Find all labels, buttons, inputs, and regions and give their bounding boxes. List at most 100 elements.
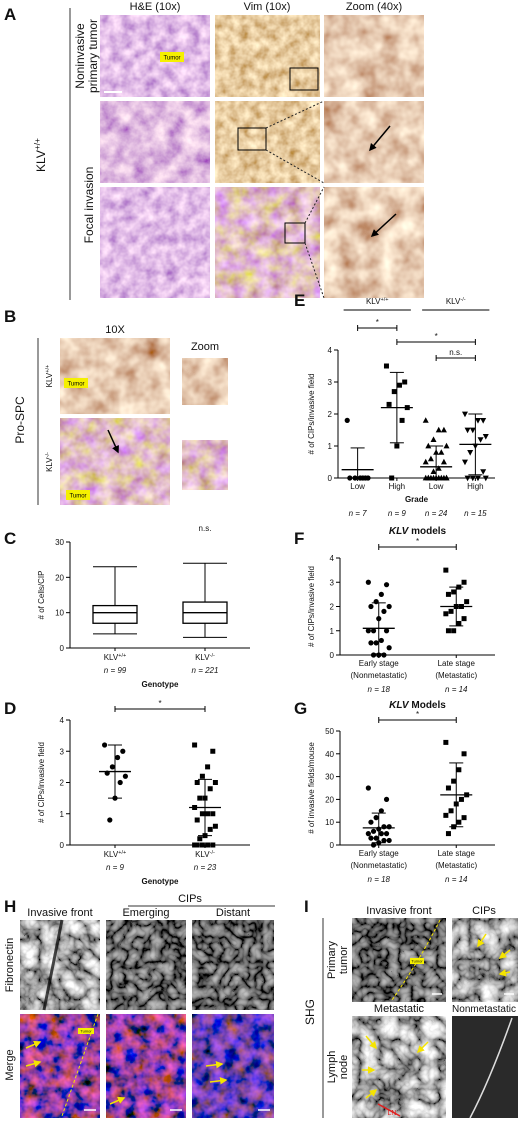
point bbox=[205, 764, 211, 770]
point bbox=[207, 786, 213, 792]
point bbox=[365, 579, 371, 585]
x-tick-label: KLV+/+ bbox=[104, 653, 127, 662]
y-tick-label: 30 bbox=[325, 773, 334, 782]
x-tick-label: KLV-/- bbox=[195, 850, 215, 859]
point bbox=[448, 608, 454, 614]
point bbox=[365, 475, 371, 481]
column-header: Zoom bbox=[191, 341, 219, 353]
significance: n.s. bbox=[199, 524, 212, 533]
panel-label: E bbox=[294, 291, 305, 310]
point bbox=[207, 826, 213, 832]
row-label: primary tumor bbox=[86, 19, 100, 93]
point bbox=[389, 475, 395, 481]
panel-label: G bbox=[294, 699, 307, 718]
point bbox=[402, 379, 408, 385]
side-label: SHG bbox=[303, 999, 317, 1025]
point bbox=[368, 603, 374, 610]
point bbox=[438, 449, 445, 455]
x-tick-label: KLV+/+ bbox=[104, 850, 127, 859]
side-label: Pro-SPC bbox=[13, 396, 27, 444]
micrograph bbox=[182, 440, 228, 490]
panel-label: D bbox=[4, 699, 16, 718]
point bbox=[365, 628, 371, 634]
zoom-line bbox=[265, 149, 325, 184]
y-axis-label: # of CIPs/invasive field bbox=[307, 374, 316, 455]
column-header: Zoom (40x) bbox=[346, 1, 402, 13]
arrow bbox=[416, 1041, 429, 1054]
panel-label: A bbox=[4, 5, 16, 24]
point bbox=[461, 411, 468, 418]
text-part: Models bbox=[409, 700, 447, 711]
panel-a: A H&E (10x) Vim (10x) Zoom (40x) KLV+/+ … bbox=[4, 1, 424, 300]
point bbox=[205, 842, 211, 848]
y-tick-label: 2 bbox=[60, 779, 65, 788]
y-tick-label: 2 bbox=[330, 603, 335, 612]
point bbox=[461, 579, 467, 585]
significance: * bbox=[435, 332, 438, 341]
point bbox=[461, 616, 467, 622]
point bbox=[469, 427, 476, 434]
y-tick-label: 2 bbox=[328, 410, 333, 419]
zoom-line bbox=[304, 242, 325, 299]
point bbox=[394, 443, 400, 449]
point bbox=[109, 764, 115, 770]
y-tick-label: 10 bbox=[55, 609, 64, 618]
point bbox=[383, 831, 390, 837]
point bbox=[456, 767, 462, 773]
point bbox=[120, 748, 126, 754]
row-label: Merge bbox=[4, 1049, 16, 1080]
significance: n.s. bbox=[449, 348, 462, 357]
x-tick-note: (Nonmetastatic) bbox=[351, 671, 408, 680]
box bbox=[92, 604, 138, 624]
point bbox=[469, 475, 476, 482]
x-axis-label: Genotype bbox=[142, 877, 179, 886]
micrograph bbox=[60, 338, 170, 414]
y-axis-label: # of invasive fields/mouse bbox=[307, 742, 316, 834]
column-header: Distant bbox=[216, 907, 250, 919]
arrow bbox=[498, 969, 511, 977]
x-tick-note: (Metastatic) bbox=[435, 671, 477, 680]
point bbox=[461, 459, 468, 466]
point bbox=[365, 831, 371, 837]
y-tick-label: 0 bbox=[330, 651, 335, 660]
text-part: +/+ bbox=[45, 365, 51, 373]
point bbox=[458, 796, 464, 802]
point bbox=[381, 837, 387, 844]
point bbox=[370, 628, 377, 634]
tag-box bbox=[160, 52, 184, 62]
x-tick-label: KLV-/- bbox=[195, 653, 215, 662]
row-label: Focal invasion bbox=[82, 167, 96, 244]
point bbox=[373, 640, 379, 646]
y-tick-label: 3 bbox=[330, 578, 335, 587]
panel-label: C bbox=[4, 529, 16, 548]
y-axis-label: # of CIPs/invasive field bbox=[37, 742, 46, 823]
text-part: models bbox=[408, 526, 446, 537]
row-label: Lymph bbox=[326, 1051, 338, 1084]
n-label: n = 18 bbox=[368, 875, 391, 884]
tag-box bbox=[78, 1028, 94, 1034]
y-tick-label: 4 bbox=[60, 716, 65, 725]
y-axis-label: # of CIPs/invasive field bbox=[307, 566, 316, 647]
point bbox=[445, 785, 451, 791]
x-axis-label: Grade bbox=[405, 495, 429, 504]
point bbox=[117, 779, 123, 786]
n-label: n = 99 bbox=[104, 666, 127, 675]
point bbox=[378, 637, 384, 644]
point bbox=[378, 591, 384, 597]
row-label: tumor bbox=[338, 946, 350, 974]
point bbox=[210, 811, 216, 817]
n-label: n = 15 bbox=[464, 509, 487, 518]
point bbox=[445, 831, 451, 837]
point bbox=[373, 835, 379, 841]
n-label: n = 14 bbox=[445, 875, 468, 884]
point bbox=[467, 450, 474, 456]
point bbox=[122, 773, 128, 779]
point bbox=[451, 778, 457, 784]
tag-box bbox=[410, 958, 424, 964]
point bbox=[381, 824, 387, 830]
point bbox=[464, 427, 471, 434]
panel-label: H bbox=[4, 897, 16, 916]
point bbox=[477, 437, 484, 443]
y-axis-label: # of Cells/CIP bbox=[37, 571, 46, 620]
